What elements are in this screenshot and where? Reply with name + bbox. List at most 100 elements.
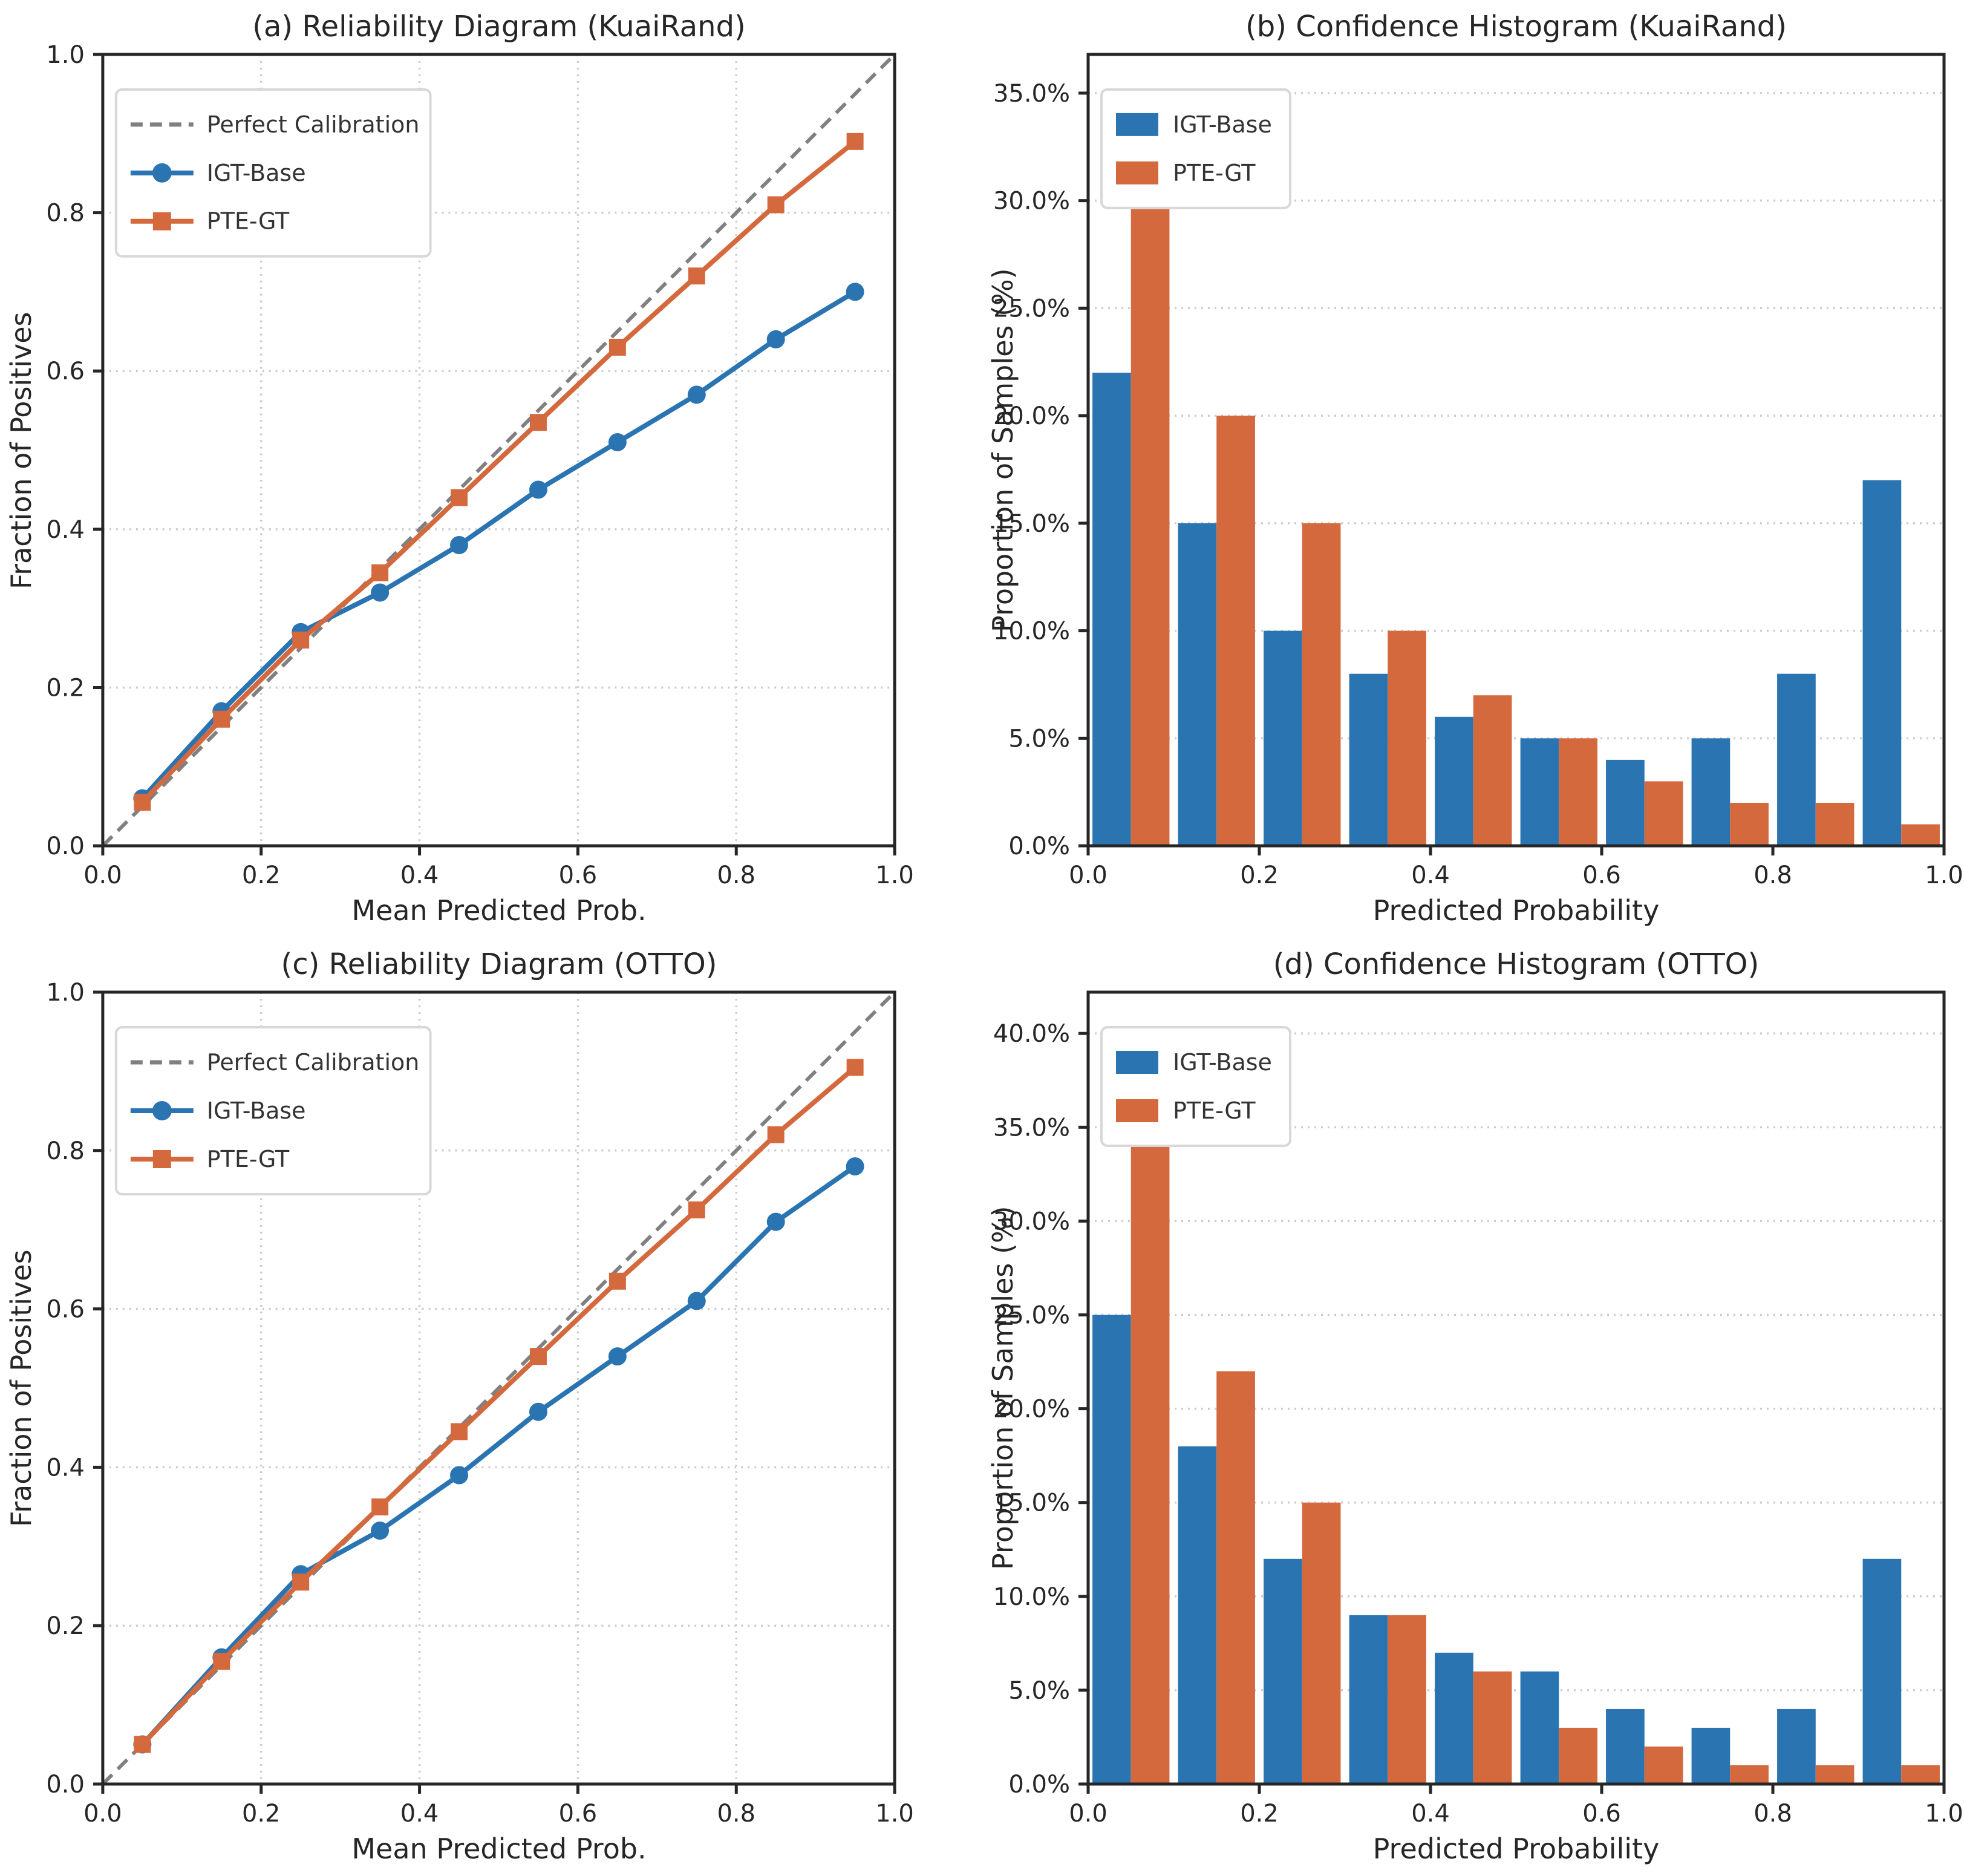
svg-text:20.0%: 20.0% (993, 402, 1070, 430)
svg-text:0.2: 0.2 (242, 861, 281, 889)
svg-text:25.0%: 25.0% (993, 1302, 1070, 1330)
legend-label: Perfect Calibration (207, 111, 420, 138)
svg-text:30.0%: 30.0% (993, 1208, 1070, 1235)
panel-c-xlabel: Mean Predicted Prob. (351, 1832, 647, 1865)
svg-text:15.0%: 15.0% (993, 1489, 1070, 1517)
bars-IGT-Base (1092, 373, 1902, 846)
legend-label: IGT-Base (207, 1097, 306, 1124)
legend-label: PTE-GT (207, 208, 290, 235)
svg-text:0.8: 0.8 (717, 1800, 755, 1828)
axes-spines (101, 990, 896, 1786)
panel-b-ylabel: Proportion of Samples (%) (987, 268, 1019, 633)
panel-d-confidence-histogram-otto: (d) Confidence Histogram (OTTO) Proporti… (982, 938, 1964, 1876)
panel-d-ylabel: Proportion of Samples (%) (987, 1206, 1019, 1570)
svg-text:1.0: 1.0 (875, 1800, 914, 1828)
svg-text:5.0%: 5.0% (1008, 1677, 1070, 1705)
tick-labels: 0.0 0.2 0.4 0.6 0.8 1.0 0.0% 5.0% 10.0% 15.0% 20.0… (993, 1020, 1963, 1828)
svg-text:0.4: 0.4 (1411, 861, 1450, 889)
svg-text:0.4: 0.4 (46, 1454, 85, 1482)
svg-text:5.0%: 5.0% (1008, 725, 1070, 753)
legend-swatch-PTE-GT (1116, 1099, 1158, 1122)
legend: Perfect Calibration IGT-Base PTE-GT (114, 88, 432, 258)
tick-marks (93, 53, 896, 856)
tick-marks (93, 990, 896, 1794)
panel-b-confidence-histogram-kuairand: (b) Confidence Histogram (KuaiRand) Prop… (982, 0, 1964, 938)
series-line-PTE-GT (140, 1065, 857, 1747)
svg-text:1.0: 1.0 (875, 861, 914, 889)
legend-swatch-PTE-GT (1116, 161, 1158, 185)
svg-text:1.0: 1.0 (46, 979, 85, 1007)
tick-marks (1078, 91, 1946, 856)
legend-box (114, 1026, 432, 1195)
svg-text:0.6: 0.6 (1582, 861, 1621, 889)
panel-d-xlabel: Predicted Probability (1372, 1832, 1660, 1865)
svg-text:20.0%: 20.0% (993, 1396, 1070, 1423)
series-line-IGT-Base (140, 289, 856, 800)
axes-spines (1086, 53, 1946, 848)
panel-a-ylabel: Fraction of Positives (5, 312, 38, 589)
panel-b-title: (b) Confidence Histogram (KuaiRand) (1245, 10, 1787, 44)
legend-label: PTE-GT (1173, 1097, 1256, 1124)
svg-text:0.2: 0.2 (46, 1612, 85, 1640)
legend-box (1100, 1026, 1291, 1147)
bars-IGT-Base (1092, 1315, 1902, 1784)
svg-text:30.0%: 30.0% (993, 188, 1070, 215)
svg-text:0.6: 0.6 (46, 1296, 85, 1324)
svg-text:40.0%: 40.0% (993, 1020, 1070, 1048)
svg-text:0.6: 0.6 (46, 358, 85, 385)
gridlines (1088, 1032, 1944, 1691)
legend-swatch-IGT-Base (1116, 113, 1158, 136)
svg-text:0.2: 0.2 (1240, 1800, 1279, 1828)
svg-text:0.0%: 0.0% (1008, 832, 1070, 860)
axes-spines (101, 53, 896, 848)
svg-text:0.0: 0.0 (46, 1771, 85, 1799)
svg-text:0.8: 0.8 (1754, 1800, 1792, 1828)
legend-circle-marker (152, 163, 172, 183)
tick-labels: 0.0 0.2 0.4 0.6 0.8 1.0 0.0% 5.0% 10.0% 15.0% 20.0… (993, 80, 1963, 889)
svg-text:15.0%: 15.0% (993, 510, 1070, 538)
legend-circle-marker (152, 1101, 172, 1120)
legend-label: IGT-Base (1173, 1049, 1272, 1076)
legend: IGT-Base PTE-GT (1100, 1026, 1291, 1147)
svg-text:0.4: 0.4 (46, 516, 85, 544)
svg-text:0.0: 0.0 (83, 1800, 122, 1828)
legend-label: IGT-Base (207, 160, 306, 186)
svg-text:10.0%: 10.0% (993, 618, 1070, 645)
series-line-PTE-GT (140, 139, 857, 804)
tick-labels: 0.0 0.2 0.4 0.6 0.8 1.0 0.0 0.2 0.4 0.6 0.8 1.0 (46, 979, 914, 1828)
gridlines (102, 54, 895, 846)
svg-text:0.0: 0.0 (1069, 1800, 1108, 1828)
perfect-calibration-line (101, 53, 896, 848)
legend-swatch-IGT-Base (1116, 1051, 1158, 1074)
svg-text:0.8: 0.8 (1754, 861, 1792, 889)
svg-text:0.8: 0.8 (46, 200, 85, 227)
svg-text:1.0: 1.0 (1925, 861, 1963, 889)
svg-text:1.0: 1.0 (1925, 1800, 1963, 1828)
tick-labels: 0.0 0.2 0.4 0.6 0.8 1.0 0.0 0.2 0.4 0.6 0.8 1.0 (46, 41, 914, 889)
legend-square-marker (152, 212, 171, 230)
bars-PTE-GT (1130, 93, 1940, 846)
svg-text:0.2: 0.2 (46, 674, 85, 702)
legend-label: Perfect Calibration (207, 1049, 420, 1076)
perfect-calibration-line (101, 990, 896, 1786)
series-markers-IGT-Base (133, 1157, 864, 1754)
legend-label: PTE-GT (1173, 160, 1256, 186)
bars-PTE-GT (1130, 1033, 1940, 1784)
chart-b-canvas: 0.0 0.2 0.4 0.6 0.8 1.0 0.0% 5.0% 10.0% 15.0% 20.0… (993, 53, 1963, 889)
panel-a-title: (a) Reliability Diagram (KuaiRand) (252, 10, 746, 44)
panel-c-reliability-diagram-otto: (c) Reliability Diagram (OTTO) Fraction … (0, 938, 982, 1876)
series-markers-PTE-GT (134, 1059, 864, 1753)
svg-text:25.0%: 25.0% (993, 295, 1070, 322)
svg-text:0.6: 0.6 (559, 861, 598, 889)
svg-text:0.4: 0.4 (400, 861, 439, 889)
svg-text:1.0: 1.0 (46, 41, 85, 69)
svg-text:0.2: 0.2 (1240, 861, 1279, 889)
axes-spines (1086, 990, 1946, 1786)
panel-d-title: (d) Confidence Histogram (OTTO) (1273, 947, 1760, 981)
legend: IGT-Base PTE-GT (1100, 88, 1291, 209)
svg-text:0.0: 0.0 (1069, 861, 1108, 889)
chart-a-canvas: 0.0 0.2 0.4 0.6 0.8 1.0 0.0 0.2 0.4 0.6 0.8 1.0 Perf… (46, 41, 914, 889)
svg-text:0.0: 0.0 (46, 832, 85, 860)
panel-a-xlabel: Mean Predicted Prob. (351, 894, 647, 927)
